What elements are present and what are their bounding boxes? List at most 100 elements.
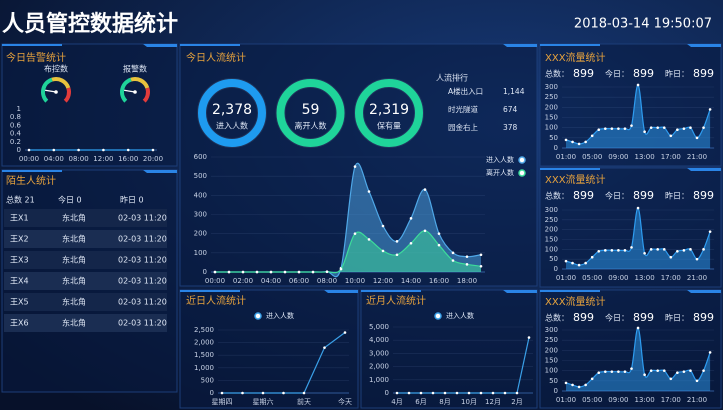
point: [656, 126, 659, 129]
panel-accent: [540, 44, 600, 46]
point: [676, 250, 679, 253]
point: [515, 391, 519, 395]
x-tick-label: 16:00: [429, 277, 449, 285]
panel-title: 陌生人统计: [6, 174, 56, 187]
x-tick-label: 21:00: [687, 274, 707, 282]
y-tick-label: 100: [545, 124, 558, 132]
x-tick-label: 21:00: [687, 153, 707, 161]
ranking-name: 时光隧道: [448, 104, 478, 114]
stat-value: 899: [633, 189, 654, 202]
point: [708, 108, 712, 111]
table-cell: 02-03 11:20: [118, 319, 167, 328]
stat-value: 899: [573, 311, 594, 324]
x-tick-label: 13:00: [635, 396, 655, 404]
table-cell: 东北角: [62, 297, 86, 307]
point: [241, 391, 244, 395]
point: [656, 369, 659, 372]
legend-label: 进入人数: [446, 311, 474, 320]
point: [407, 391, 411, 395]
y-tick-label: 300: [194, 211, 207, 219]
gauge-label: 报警数: [123, 64, 147, 74]
point: [423, 188, 427, 191]
point: [617, 127, 620, 130]
ranking-count: 1,144: [503, 87, 525, 96]
point: [571, 140, 574, 144]
x-tick-label: 04:00: [44, 155, 64, 163]
point: [339, 267, 343, 271]
stat-value: 899: [693, 67, 714, 80]
area: [566, 327, 711, 391]
y-tick-label: 200: [545, 226, 558, 234]
point: [353, 232, 357, 235]
stat-label: 总数：: [545, 313, 569, 323]
x-tick-label: 01:00: [556, 274, 576, 282]
panel-accent: [503, 44, 537, 47]
point: [689, 248, 692, 251]
y-tick-label: 0: [210, 389, 214, 397]
summary: 今日 0: [58, 195, 82, 205]
point: [419, 391, 423, 395]
x-tick-label: 02:00: [233, 277, 253, 285]
ring-value: 2,378: [212, 102, 252, 118]
x-tick-label: 前天: [297, 397, 311, 406]
point: [465, 255, 469, 258]
legend-marker: [518, 156, 526, 164]
page-title: 人员管控数据统计: [2, 11, 178, 37]
datetime: 2018-03-14 19:50:07: [574, 17, 712, 32]
y-tick-label: 3,000: [369, 349, 389, 357]
ring: [276, 79, 345, 147]
x-tick-label: 13:00: [635, 153, 655, 161]
point: [662, 369, 666, 372]
y-tick-label: 200: [545, 346, 558, 354]
gauge-needle: [45, 89, 57, 93]
panel-title: 近日人流统计: [186, 294, 246, 307]
stat-label: 昨日：: [665, 69, 689, 79]
panel-accent: [2, 170, 62, 172]
point: [151, 148, 155, 152]
y-tick-label: 2,000: [194, 339, 214, 347]
point: [367, 190, 371, 193]
point: [367, 238, 371, 241]
panel-title: XXX流量统计: [545, 173, 606, 186]
point: [381, 224, 385, 228]
x-tick-label: 18:00: [457, 277, 477, 285]
point: [52, 148, 56, 152]
point: [423, 229, 427, 233]
y-tick-label: 50: [549, 255, 558, 263]
x-tick-label: 05:00: [582, 396, 602, 404]
panel-accent: [540, 290, 600, 292]
table-cell: 02-03 11:20: [118, 277, 167, 286]
point: [395, 240, 399, 243]
point: [682, 249, 686, 252]
x-tick-label: 08:00: [69, 155, 89, 163]
panel-accent: [540, 168, 600, 170]
table-cell: 王X5: [10, 298, 29, 307]
point: [669, 377, 673, 381]
y-tick-label: 0.2: [10, 138, 21, 146]
table-cell: 02-03 11:20: [118, 214, 167, 223]
gauge-arc: [130, 77, 150, 89]
point: [702, 248, 705, 251]
legend-marker: [434, 312, 442, 320]
point: [323, 346, 326, 349]
panel-title: 今日告警统计: [6, 51, 66, 64]
point: [662, 248, 666, 251]
ranking-count: 378: [503, 123, 518, 132]
point: [590, 255, 594, 259]
summary: 总数 21: [6, 195, 35, 205]
y-tick-label: 200: [194, 230, 207, 238]
stat-value: 899: [633, 67, 654, 80]
point: [479, 264, 483, 268]
point: [695, 257, 699, 261]
point: [676, 371, 679, 375]
table-cell: 东北角: [62, 255, 86, 265]
point: [220, 391, 224, 395]
point: [590, 134, 594, 138]
panel-accent: [324, 290, 358, 293]
point: [630, 246, 633, 249]
y-tick-label: 4,000: [369, 336, 389, 344]
table-cell: 王X3: [10, 256, 29, 265]
point: [702, 126, 705, 129]
point: [682, 127, 686, 130]
table-cell: 东北角: [62, 276, 86, 286]
